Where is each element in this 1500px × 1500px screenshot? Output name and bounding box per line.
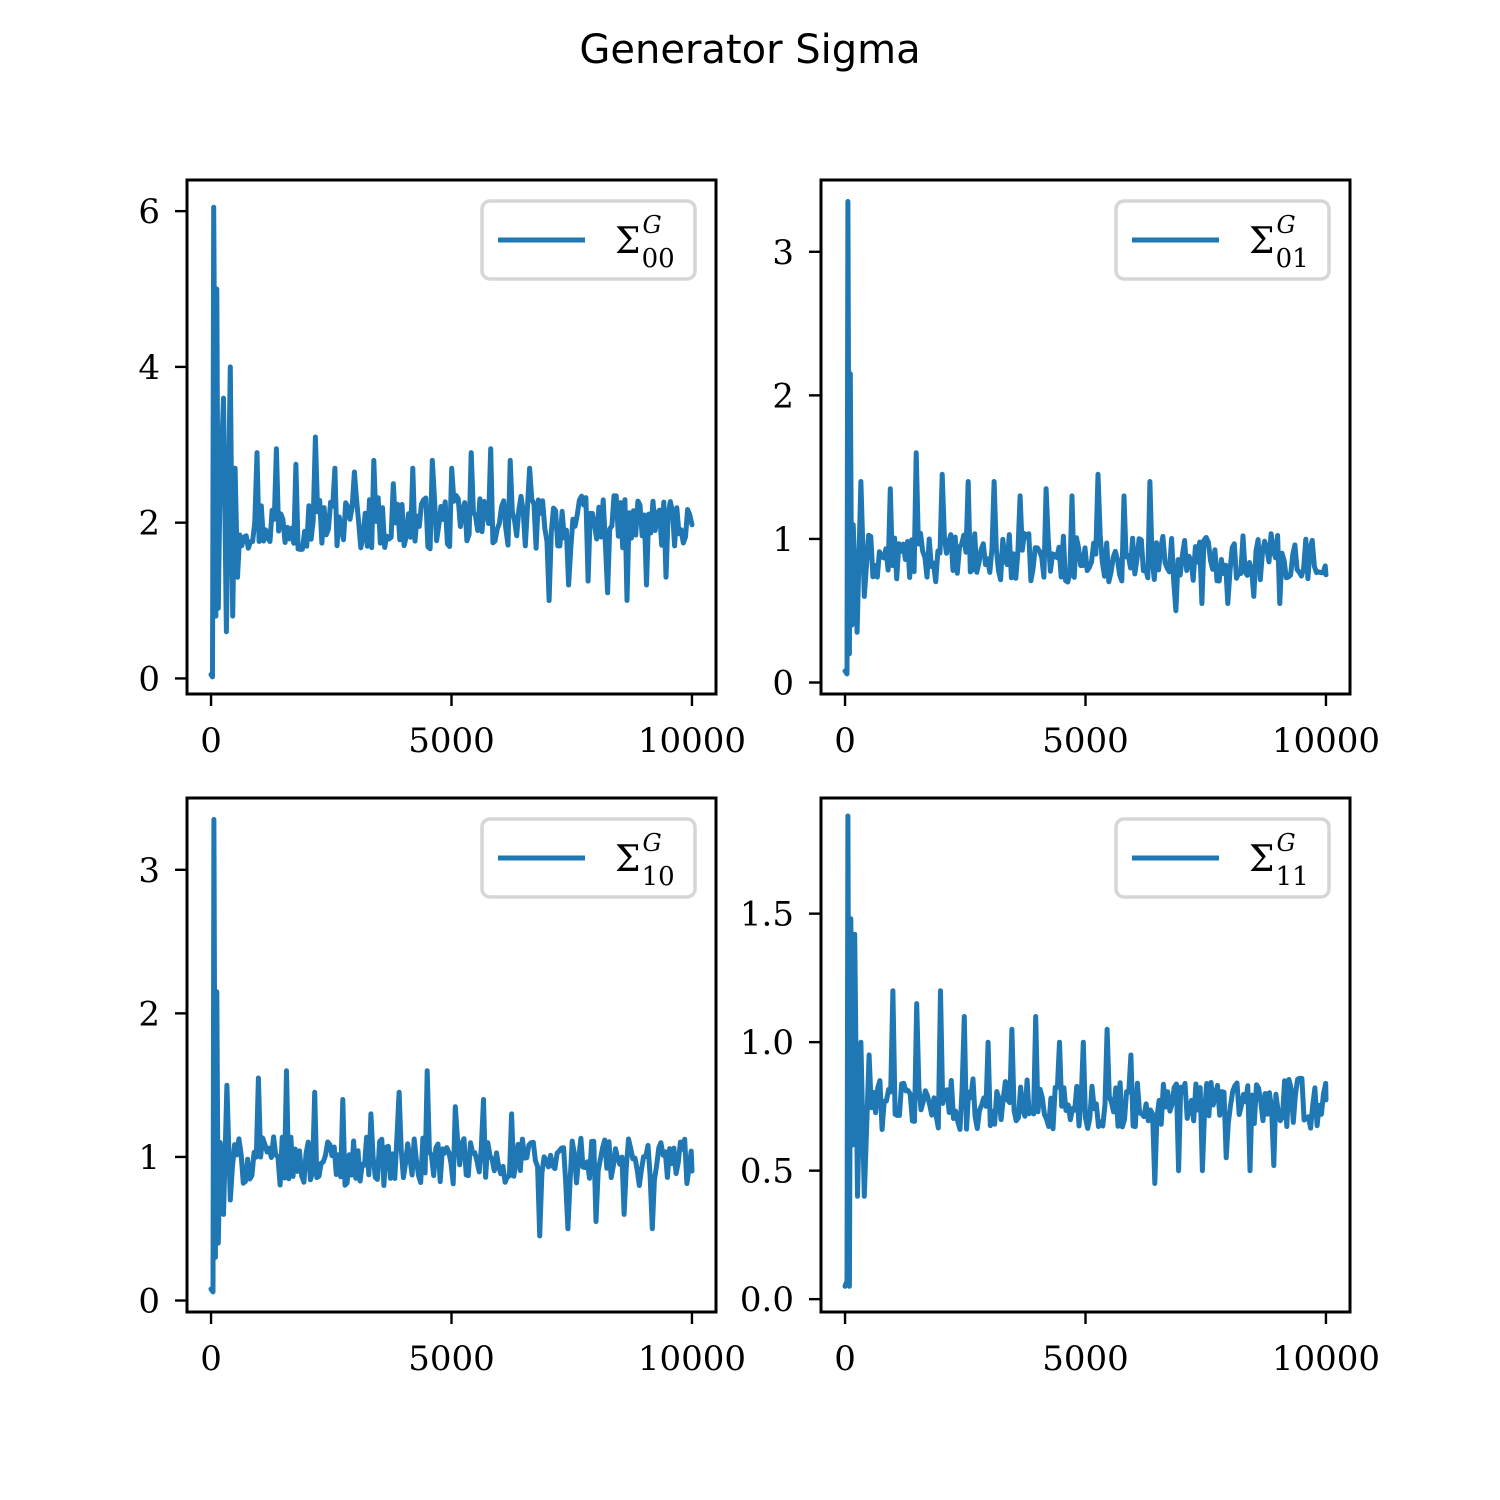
subplot-10: 0 5000 10000 0 1 2 3 ΣG 10	[138, 796, 746, 1379]
y-tick-label: 2	[138, 994, 160, 1034]
x-tick-label: 0	[200, 721, 222, 761]
y-tick-label: 1	[138, 1138, 160, 1178]
y-tick-label: 1	[772, 520, 794, 560]
legend-subscript: 01	[1276, 244, 1309, 274]
legend-box	[480, 817, 697, 899]
series-line	[842, 199, 1329, 677]
y-tick-label: 0	[772, 664, 794, 704]
x-tick-label: 10000	[638, 1339, 746, 1379]
legend-symbol: Σ	[1249, 221, 1274, 262]
y-tick-label: 1.5	[740, 895, 794, 935]
legend-symbol: Σ	[1249, 839, 1274, 880]
series-line	[842, 813, 1329, 1289]
y-tick-label: 2	[138, 504, 160, 544]
legend-subscript: 11	[1276, 862, 1309, 892]
legend: ΣG 00	[480, 199, 697, 281]
subplot-11: 0 5000 10000 0.0 0.5 1.0 1.5 ΣG 11	[740, 796, 1380, 1379]
x-tick-label: 10000	[638, 721, 746, 761]
subplot-00: 0 5000 10000 0 2 4 6 ΣG 00	[138, 178, 746, 761]
legend-label: ΣG 01	[1249, 211, 1309, 274]
legend-subscript: 00	[642, 244, 675, 274]
x-tick-label: 0	[200, 1339, 222, 1379]
y-tick-label: 4	[138, 348, 160, 388]
y-tick-label: 0.0	[740, 1280, 794, 1320]
legend-symbol: Σ	[615, 221, 640, 262]
y-tick-label: 3	[138, 851, 160, 891]
y-tick-label: 6	[138, 192, 160, 232]
legend-label: ΣG 00	[615, 211, 675, 274]
legend: ΣG 11	[1114, 817, 1331, 899]
y-tick-label: 2	[772, 376, 794, 416]
y-tick-label: 0.5	[740, 1152, 794, 1192]
y-tick-label: 1.0	[740, 1023, 794, 1063]
legend: ΣG 01	[1114, 199, 1331, 281]
legend-superscript: G	[1276, 829, 1295, 857]
legend-label: ΣG 11	[1249, 829, 1309, 892]
legend-symbol: Σ	[615, 839, 640, 880]
x-tick-label: 0	[834, 1339, 856, 1379]
legend-label: ΣG 10	[615, 829, 675, 892]
x-tick-label: 5000	[1042, 1339, 1129, 1379]
x-tick-label: 10000	[1272, 721, 1380, 761]
legend-superscript: G	[1276, 211, 1295, 239]
legend-box	[480, 199, 697, 281]
legend-superscript: G	[642, 211, 661, 239]
x-tick-label: 5000	[408, 1339, 495, 1379]
y-tick-label: 0	[138, 659, 160, 699]
legend-superscript: G	[642, 829, 661, 857]
legend: ΣG 10	[480, 817, 697, 899]
legend-box	[1114, 817, 1331, 899]
y-tick-label: 3	[772, 233, 794, 273]
series-line	[208, 204, 695, 680]
y-tick-label: 0	[138, 1282, 160, 1322]
legend-box	[1114, 199, 1331, 281]
x-tick-label: 10000	[1272, 1339, 1380, 1379]
x-tick-label: 0	[834, 721, 856, 761]
figure-title: Generator Sigma	[579, 27, 920, 73]
x-tick-label: 5000	[1042, 721, 1129, 761]
series-line	[208, 817, 695, 1295]
x-tick-label: 5000	[408, 721, 495, 761]
legend-subscript: 10	[642, 862, 675, 892]
